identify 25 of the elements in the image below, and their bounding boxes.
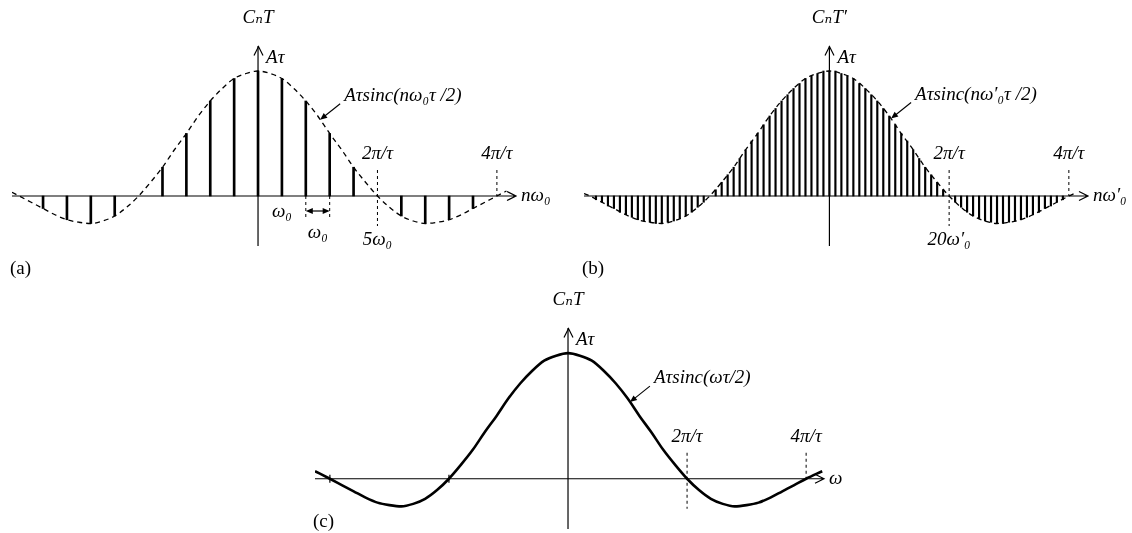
annotation: Aτsinc(ωτ/2) (651, 366, 751, 389)
x-tick-label: 2π/τ (361, 142, 395, 163)
annotation: 5ω₀ (362, 228, 393, 249)
x-tick-label: 4π/τ (481, 142, 514, 163)
text: (a) (10, 256, 32, 279)
annotation: 20ω′₀ (927, 228, 971, 249)
x-tick-label: 4π/τ (1053, 142, 1086, 163)
x-tick-label: 2π/τ (933, 142, 966, 163)
text: (c) (313, 509, 335, 532)
y-axis-title: CₙT′ (811, 6, 848, 27)
annotation: Aτ (574, 328, 596, 350)
annotation: ω₀ (271, 200, 292, 221)
y-axis-title: CₙT (242, 6, 275, 27)
x-axis-title: nω₀ (521, 184, 551, 205)
annotation: Aτsinc(nω′₀τ /2) (913, 82, 1037, 105)
x-axis-title: ω (829, 466, 843, 488)
annotation: Aτsinc(nω₀τ /2) (342, 83, 462, 106)
x-tick-label: 2π/τ (671, 424, 704, 446)
text: (b) (582, 256, 605, 279)
x-axis-title: nω′₀ (1093, 184, 1127, 205)
x-tick-label: 4π/τ (790, 424, 823, 446)
annotation: ω₀ (307, 221, 328, 242)
annotation: Aτ (835, 46, 858, 67)
annotation: Aτ (264, 46, 286, 67)
y-axis-title: CₙT (552, 288, 585, 309)
